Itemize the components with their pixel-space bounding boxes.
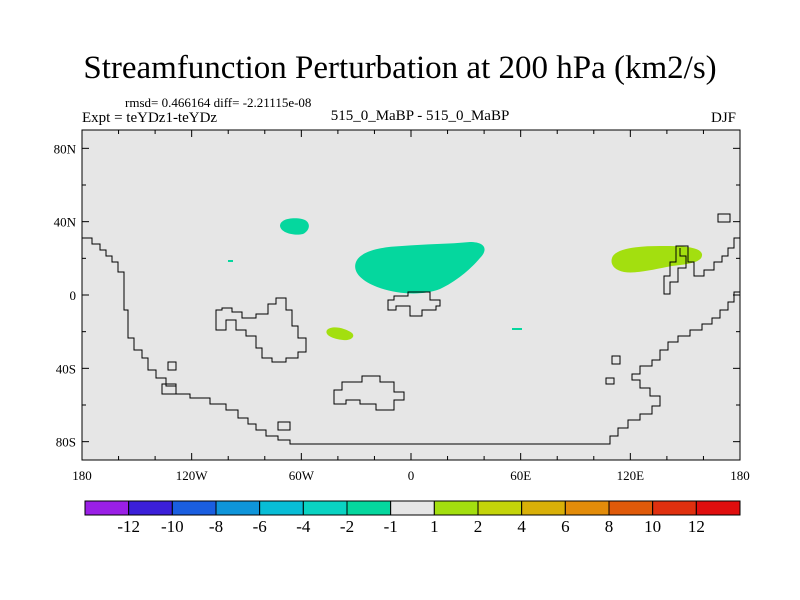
colorbar-swatch (390, 500, 435, 516)
y-tick-label: 40S (56, 361, 76, 376)
anomaly-layer (228, 218, 703, 341)
coastline (611, 355, 621, 365)
coastline (663, 237, 740, 295)
colorbar-swatch (564, 500, 610, 516)
coastline (333, 375, 405, 411)
colorbar: -12 -10 -8 -6 -4 -2 -1 1 2 4 6 8 10 12 (84, 500, 741, 536)
x-tick-label: 0 (408, 468, 415, 483)
coastline-layer (82, 213, 740, 445)
y-tick-label: 80S (56, 435, 76, 450)
colorbar-label: -12 (117, 517, 140, 536)
experiment-label: Expt = teYDz1-teYDz (82, 110, 218, 126)
coastline (387, 291, 441, 317)
season-label: DJF (711, 110, 737, 126)
anomaly-fill (355, 242, 485, 294)
colorbar-swatch (695, 500, 741, 516)
anomaly-fill (512, 328, 522, 330)
colorbar-label: 12 (688, 517, 705, 536)
colorbar-label: 6 (561, 517, 570, 536)
colorbar-swatch (259, 500, 304, 516)
chart-title: Streamfunction Perturbation at 200 hPa (… (83, 50, 717, 86)
colorbar-swatch (521, 500, 566, 516)
colorbar-label: -2 (340, 517, 354, 536)
coastline (215, 297, 307, 363)
colorbar-swatch (171, 500, 217, 516)
y-tick-label: 40N (54, 215, 77, 230)
plot-background (82, 130, 740, 460)
colorbar-label: -1 (384, 517, 398, 536)
cases-label: 515_0_MaBP - 515_0_MaBP (330, 108, 510, 124)
coastline (605, 377, 615, 385)
coastline (167, 361, 177, 371)
x-axis: 180 120W 60W 0 60E 120E 180 (72, 130, 750, 483)
anomaly-fill (228, 260, 233, 262)
anomaly-fill (611, 246, 703, 273)
colorbar-swatch (346, 500, 392, 516)
colorbar-label: 4 (517, 517, 526, 536)
colorbar-swatch (477, 500, 523, 516)
colorbar-swatch (128, 500, 173, 516)
stats-line: rmsd= 0.466164 diff= -2.21115e-08 (125, 95, 312, 110)
anomaly-fill (326, 327, 354, 341)
y-tick-label: 0 (70, 288, 77, 303)
y-axis: 80N 40N 0 40S 80S (54, 141, 740, 450)
coastline (277, 421, 291, 431)
coastline (161, 383, 177, 395)
coastline (717, 213, 731, 223)
colorbar-label: 10 (644, 517, 661, 536)
colorbar-swatch (215, 500, 261, 516)
colorbar-swatch (433, 500, 479, 516)
colorbar-swatch (84, 500, 130, 516)
colorbar-swatch (652, 500, 697, 516)
colorbar-label: 1 (430, 517, 439, 536)
colorbar-label: -4 (296, 517, 311, 536)
anomaly-fill (280, 218, 309, 235)
x-tick-label: 60W (289, 468, 315, 483)
colorbar-label: -8 (209, 517, 223, 536)
colorbar-swatch (302, 500, 348, 516)
x-tick-label: 180 (72, 468, 92, 483)
y-tick-label: 80N (54, 141, 77, 156)
colorbar-swatch (608, 500, 654, 516)
x-tick-label: 60E (510, 468, 531, 483)
x-tick-label: 120E (617, 468, 645, 483)
colorbar-label: -6 (253, 517, 267, 536)
colorbar-label: 8 (605, 517, 614, 536)
x-tick-label: 120W (176, 468, 209, 483)
colorbar-label: -10 (161, 517, 184, 536)
colorbar-label: 2 (474, 517, 483, 536)
coastline (82, 237, 740, 445)
x-tick-label: 180 (730, 468, 750, 483)
